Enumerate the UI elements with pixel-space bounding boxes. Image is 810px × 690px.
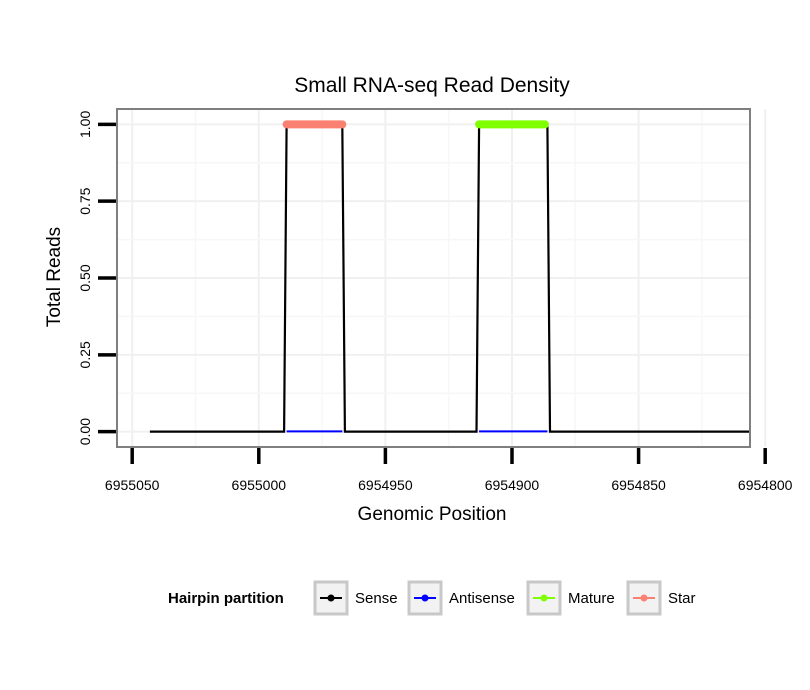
plot-border — [116, 108, 751, 448]
legend-item-sense: Sense — [313, 580, 398, 616]
legend-item-mature: Mature — [526, 580, 615, 616]
x-axis: 6955050 6955000 6954950 6954900 6954850 69548… — [105, 448, 793, 493]
legend-label: Mature — [568, 590, 615, 607]
chart-title: Small RNA-seq Read Density — [294, 74, 570, 97]
y-tick-label: 0.50 — [77, 264, 93, 291]
y-tick-label: 0.75 — [77, 187, 93, 214]
legend-label: Star — [668, 590, 696, 607]
legend-key-point — [421, 594, 429, 602]
x-tick-label: 6954850 — [611, 477, 666, 493]
grid-lines — [117, 109, 767, 447]
series-sense-line — [149, 123, 750, 433]
y-tick-label: 0.00 — [77, 418, 93, 445]
x-tick-label: 6955050 — [105, 477, 160, 493]
legend-key-point — [640, 594, 648, 602]
y-tick-label: 0.25 — [77, 341, 93, 368]
y-axis-title: Total Reads — [44, 227, 65, 327]
legend-label: Sense — [355, 590, 398, 607]
legend-title: Hairpin partition — [168, 590, 284, 607]
y-tick-label: 1.00 — [77, 111, 93, 138]
legend-key-point — [540, 594, 548, 602]
legend: Hairpin partition Sense Antisense Mature St… — [168, 580, 696, 616]
y-axis: 0.00 0.25 0.50 0.75 1.00 — [77, 111, 116, 445]
x-tick-label: 6955000 — [232, 477, 287, 493]
legend-label: Antisense — [449, 590, 515, 607]
x-tick-label: 6954950 — [358, 477, 413, 493]
x-axis-title: Genomic Position — [358, 504, 507, 525]
x-tick-label: 6954800 — [738, 477, 793, 493]
legend-item-star: Star — [626, 580, 696, 616]
legend-key-point — [327, 594, 335, 602]
x-tick-label: 6954900 — [485, 477, 540, 493]
legend-item-antisense: Antisense — [407, 580, 515, 616]
series-layer — [149, 120, 750, 433]
